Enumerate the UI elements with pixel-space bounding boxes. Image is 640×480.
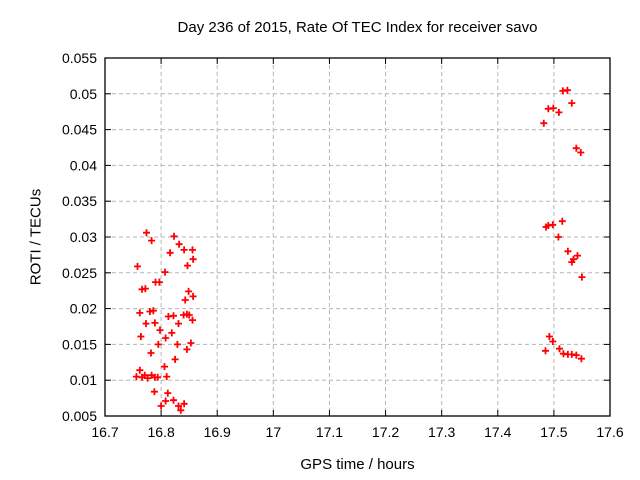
svg-text:0.025: 0.025 xyxy=(62,265,97,281)
svg-text:16.7: 16.7 xyxy=(91,424,118,440)
svg-text:16.8: 16.8 xyxy=(147,424,174,440)
svg-text:0.04: 0.04 xyxy=(70,157,97,173)
svg-text:16.9: 16.9 xyxy=(204,424,231,440)
svg-text:0.055: 0.055 xyxy=(62,50,97,66)
svg-text:0.01: 0.01 xyxy=(70,372,97,388)
data-point-markers xyxy=(132,86,586,414)
plot-border xyxy=(104,57,611,417)
svg-text:0.03: 0.03 xyxy=(70,229,97,245)
svg-text:17.4: 17.4 xyxy=(484,424,511,440)
svg-text:0.015: 0.015 xyxy=(62,336,97,352)
svg-text:17.2: 17.2 xyxy=(372,424,399,440)
svg-text:17.5: 17.5 xyxy=(540,424,567,440)
chart-title: Day 236 of 2015, Rate Of TEC Index for r… xyxy=(177,19,538,36)
svg-text:17.3: 17.3 xyxy=(428,424,455,440)
tick-labels: 16.7 16.8 16.9 17 17.1 17.2 17.3 17.4 17.5 17.6 0.… xyxy=(62,50,624,440)
svg-text:0.02: 0.02 xyxy=(70,301,97,317)
svg-text:17.6: 17.6 xyxy=(596,424,623,440)
svg-text:0.035: 0.035 xyxy=(62,193,97,209)
scatter-points xyxy=(132,86,586,414)
svg-text:0.05: 0.05 xyxy=(70,86,97,102)
svg-text:0.005: 0.005 xyxy=(62,408,97,424)
svg-text:17: 17 xyxy=(266,424,282,440)
x-axis-label: GPS time / hours xyxy=(300,456,415,473)
svg-text:0.045: 0.045 xyxy=(62,122,97,138)
grid-lines xyxy=(105,58,610,416)
svg-text:17.1: 17.1 xyxy=(316,424,343,440)
